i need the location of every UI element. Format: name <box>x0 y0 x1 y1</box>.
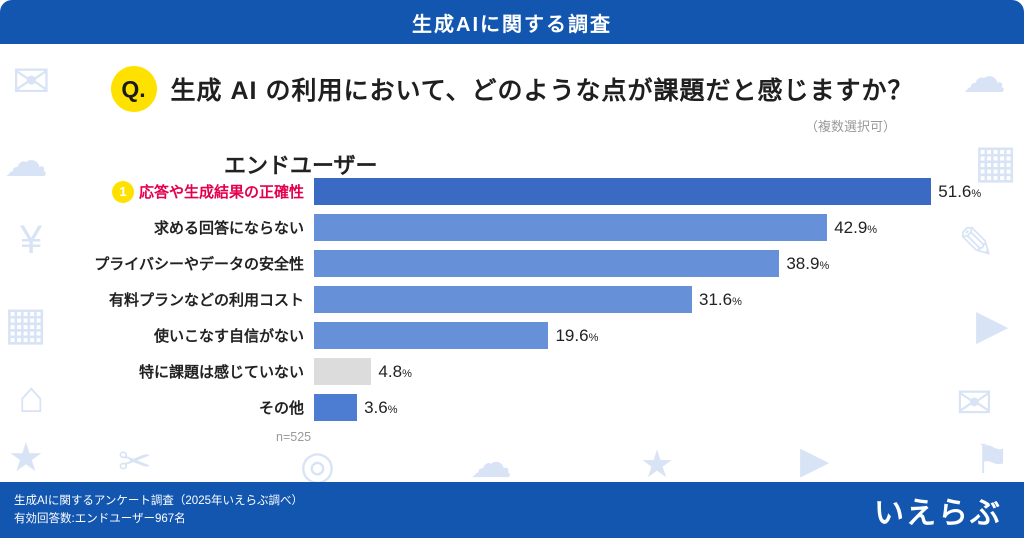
bar-track: 3.6% <box>314 394 960 421</box>
footer: 生成AIに関するアンケート調査（2025年いえらぶ調べ） 有効回答数:エンドユー… <box>0 482 1024 538</box>
bar-label: その他 <box>64 397 314 418</box>
bar-rows: 1 応答や生成結果の正確性 51.6% 求める回答にならない 42.9% プライバシーやデ… <box>64 178 981 421</box>
bar-label-text: その他 <box>258 400 304 417</box>
flag-icon: ⚑ <box>974 438 1010 482</box>
bar-value: 38.9% <box>786 253 830 273</box>
bar-label-text: 応答や生成結果の正確性 <box>138 184 304 201</box>
cloud-icon: ☁ <box>4 137 48 186</box>
bar-value: 42.9% <box>834 217 878 237</box>
footer-line1: 生成AIに関するアンケート調査（2025年いえらぶ調べ） <box>14 494 303 507</box>
bar-row: プライバシーやデータの安全性 38.9% <box>64 250 960 277</box>
footer-line2: 有効回答数:エンドユーザー967名 <box>14 513 186 525</box>
bar-value: 3.6% <box>364 397 398 417</box>
chart-title: エンドユーザー <box>224 153 378 178</box>
calendar-icon: ▦ <box>4 297 48 349</box>
bar-label-text: 特に課題は感じていない <box>138 364 304 381</box>
bar-row: その他 3.6% <box>64 394 960 421</box>
bar-track: 19.6% <box>314 322 960 349</box>
bar-row: 1 応答や生成結果の正確性 51.6% <box>64 178 981 205</box>
bar-label: 求める回答にならない <box>64 217 314 238</box>
bar-label-text: 求める回答にならない <box>153 220 304 237</box>
bar-label: 有料プランなどの利用コスト <box>64 289 314 310</box>
question-note: （複数選択可） <box>804 119 896 134</box>
envelope-icon: ✉ <box>12 55 51 107</box>
bar-chart: エンドユーザー 1 応答や生成結果の正確性 51.6% 求める回答にならない 42.9%… <box>64 148 981 444</box>
bar-value: 51.6% <box>938 181 982 201</box>
calendar-icon: ▦ <box>974 135 1018 187</box>
content: ✉ ☁ ¥ ▦ ⌂ ★ ☁ ▦ ✎ ▶ ✉ ⚑ ✂ ◎ ☁ ★ ▶ Q. 生成 AI の利用において、どのような… <box>0 44 1024 486</box>
bar-value: 31.6% <box>699 289 742 309</box>
question-badge: Q. <box>110 66 157 112</box>
bar <box>314 322 549 349</box>
sample-size: n=525 <box>276 430 312 444</box>
bar-label: 特に課題は感じていない <box>64 361 314 382</box>
bar-track: 42.9% <box>314 214 960 241</box>
bar-track: 4.8% <box>314 358 960 385</box>
bar-value: 19.6% <box>555 325 599 345</box>
star-icon: ★ <box>8 436 44 480</box>
bar-label: 使いこなす自信がない <box>64 325 314 346</box>
bar-track: 51.6% <box>314 178 981 205</box>
bar-row: 有料プランなどの利用コスト 31.6% <box>64 286 960 313</box>
bar-track: 31.6% <box>314 286 960 313</box>
bar-row: 特に課題は感じていない 4.8% <box>64 358 960 385</box>
bar <box>314 178 932 205</box>
bar <box>314 286 693 313</box>
bar-row: 使いこなす自信がない 19.6% <box>64 322 960 349</box>
brand-logo: いえらぶ <box>874 497 1002 530</box>
question: Q. 生成 AI の利用において、どのような点が課題だと感じますか？ <box>0 66 1024 112</box>
bar-label: プライバシーやデータの安全性 <box>64 253 314 274</box>
rank-badge: 1 <box>111 180 134 203</box>
question-text: 生成 AI の利用において、どのような点が課題だと感じますか？ <box>170 77 914 105</box>
page-title: 生成AIに関する調査 <box>412 13 612 36</box>
yen-icon: ¥ <box>20 218 43 262</box>
bar-label-text: 使いこなす自信がない <box>153 328 304 345</box>
header: 生成AIに関する調査 <box>0 0 1024 44</box>
star-icon: ★ <box>640 444 675 486</box>
cloud-icon: ☁ <box>470 439 512 486</box>
house-icon: ⌂ <box>18 373 45 422</box>
target-icon: ◎ <box>300 444 335 488</box>
bar-row: 求める回答にならない 42.9% <box>64 214 960 241</box>
scissors-icon: ✂ <box>118 440 152 484</box>
play-icon: ▶ <box>976 301 1009 348</box>
footer-source: 生成AIに関するアンケート調査（2025年いえらぶ調べ） 有効回答数:エンドユー… <box>14 492 303 529</box>
bar <box>314 250 780 277</box>
pencil-icon: ✎ <box>958 219 995 268</box>
bar-label: 1 応答や生成結果の正確性 <box>64 180 314 203</box>
bar <box>314 214 828 241</box>
play-icon: ▶ <box>800 440 830 482</box>
envelope-icon: ✉ <box>956 379 993 428</box>
cloud-icon: ☁ <box>962 53 1006 102</box>
bar <box>314 394 358 421</box>
bar-label-text: 有料プランなどの利用コスト <box>108 292 304 309</box>
bar <box>314 358 372 385</box>
bar-track: 38.9% <box>314 250 960 277</box>
bar-label-text: プライバシーやデータの安全性 <box>94 256 304 273</box>
bar-value: 4.8% <box>378 361 412 381</box>
